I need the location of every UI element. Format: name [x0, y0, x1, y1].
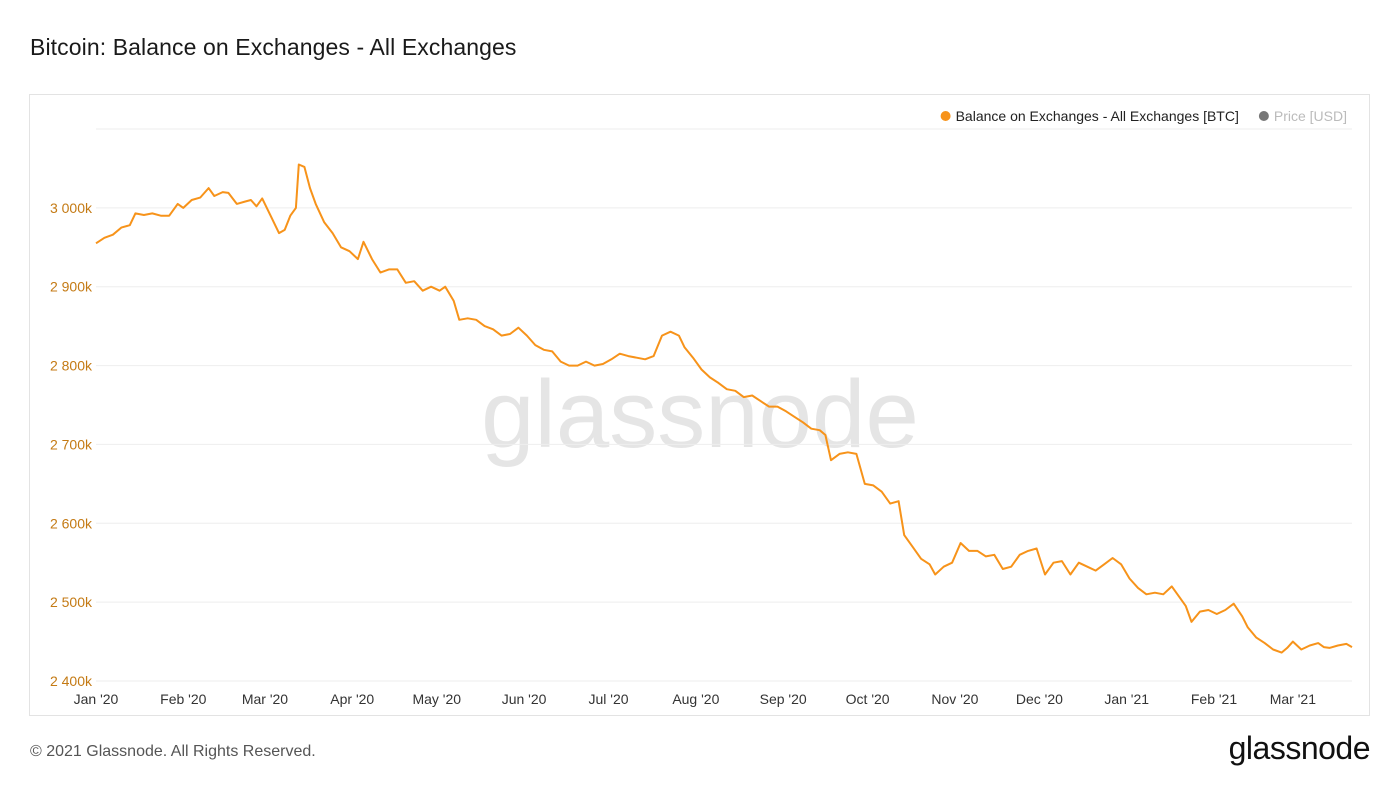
x-tick-label: Mar '20 — [242, 691, 288, 707]
series-layer — [95, 163, 1353, 654]
x-tick-label: Apr '20 — [330, 691, 374, 707]
y-tick-label: 2 500k — [50, 594, 93, 610]
legend-label-balance[interactable]: Balance on Exchanges - All Exchanges [BT… — [956, 108, 1239, 124]
x-tick-label: Feb '20 — [160, 691, 206, 707]
chart-frame: glassnode 2 400k 2 500k 2 600k 2 700k 2 800k… — [29, 94, 1370, 716]
x-axis: Jan '20 Feb '20 Mar '20 Apr '20 May '20 Jun '… — [74, 691, 1317, 707]
legend[interactable]: Price [USD] Balance on Exchanges - All Ex… — [940, 108, 1347, 124]
line-chart[interactable]: glassnode 2 400k 2 500k 2 600k 2 700k 2 800k… — [30, 95, 1371, 717]
copyright-text: © 2021 Glassnode. All Rights Reserved. — [30, 743, 316, 760]
y-tick-label: 2 700k — [50, 436, 93, 452]
x-tick-label: Jan '20 — [74, 691, 119, 707]
x-tick-label: Aug '20 — [672, 691, 719, 707]
grid-lines — [96, 128, 1352, 682]
y-tick-label: 2 600k — [50, 515, 93, 531]
watermark-text: glassnode — [481, 361, 919, 468]
x-tick-label: Jun '20 — [502, 691, 547, 707]
x-tick-label: Dec '20 — [1016, 691, 1063, 707]
x-tick-label: May '20 — [412, 691, 461, 707]
x-tick-label: Nov '20 — [931, 691, 978, 707]
x-tick-label: Mar '21 — [1270, 691, 1316, 707]
y-tick-label: 3 000k — [50, 200, 93, 216]
legend-dot-balance[interactable] — [940, 111, 951, 121]
page-title: Bitcoin: Balance on Exchanges - All Exch… — [30, 34, 517, 60]
x-tick-label: Oct '20 — [846, 691, 890, 707]
y-tick-label: 2 800k — [50, 358, 93, 374]
glassnode-logo[interactable]: glassnode — [1228, 730, 1371, 766]
y-tick-label: 2 900k — [50, 279, 93, 295]
x-tick-label: Jan '21 — [1104, 691, 1149, 707]
legend-label-price[interactable]: Price [USD] — [1274, 108, 1347, 124]
series-line-balance[interactable] — [95, 163, 1353, 654]
x-tick-label: Feb '21 — [1191, 691, 1237, 707]
x-tick-label: Sep '20 — [760, 691, 807, 707]
legend-dot-price[interactable] — [1258, 111, 1269, 121]
x-tick-label: Jul '20 — [589, 691, 629, 707]
y-tick-label: 2 400k — [50, 673, 93, 689]
y-axis: 2 400k 2 500k 2 600k 2 700k 2 800k 2 900k 3 00… — [50, 200, 93, 689]
